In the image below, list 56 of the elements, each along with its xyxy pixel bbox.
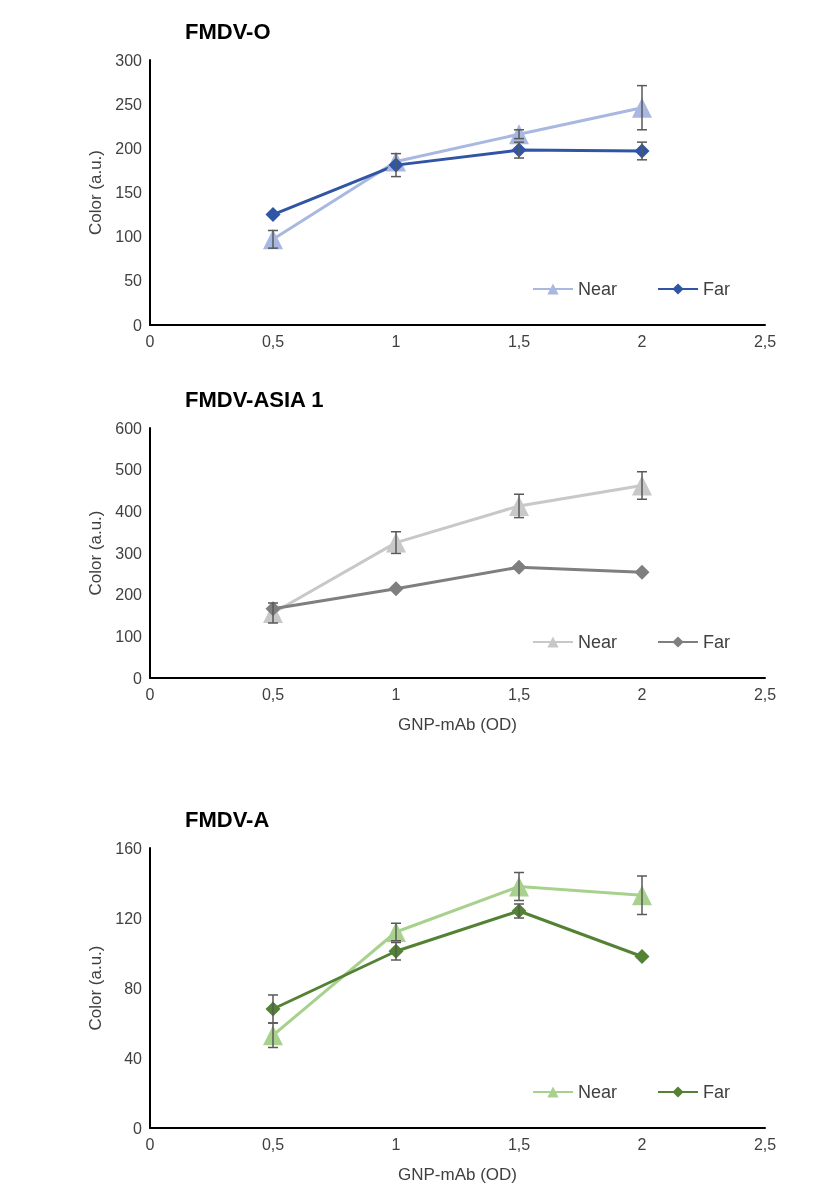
y-tick-label: 160 [115,839,143,857]
y-tick-label: 0 [133,1119,143,1137]
x-tick-label: 0 [145,685,155,703]
legend-label: Near [577,279,618,299]
y-tick-label: 0 [133,669,143,687]
x-tick-label: 1,5 [507,1135,531,1153]
x-axis-title: GNP-mAb (OD) [398,1165,517,1184]
y-tick-label: 120 [115,909,143,927]
y-tick-label: 300 [115,544,143,562]
y-tick-label: 100 [115,627,143,645]
y-axis-title: Color (a.u.) [86,149,106,236]
x-tick-label: 2,5 [753,685,777,703]
x-tick-label: 2,5 [753,332,777,350]
y-tick-label: 600 [115,419,143,437]
y-tick-label: 40 [124,1049,143,1067]
y-tick-label: 80 [124,979,143,997]
y-axis-title: Color (a.u.) [86,510,106,596]
x-tick-label: 1 [391,685,401,703]
point [634,564,650,580]
legend-label: Near [577,1082,618,1102]
x-tick-label: 2,5 [753,1135,777,1153]
y-tick-label: 0 [133,316,143,334]
x-tick-label: 1,5 [507,685,531,703]
x-tick-label: 2 [637,1135,647,1153]
point [634,949,650,964]
y-axis-title: Color (a.u.) [86,945,106,1031]
y-tick-label: 150 [115,184,143,201]
point [511,559,527,575]
y-tick-label: 200 [115,586,143,604]
x-tick-label: 0,5 [261,685,285,703]
y-tick-label: 100 [115,228,143,246]
y-tick-label: 50 [124,272,143,290]
point [265,207,281,223]
y-tick-label: 200 [115,139,143,157]
legend-label: Far [703,279,731,299]
x-tick-label: 0,5 [261,332,285,350]
x-tick-label: 1 [391,332,401,350]
x-tick-label: 2 [637,332,647,350]
x-tick-label: 1 [391,1135,401,1153]
y-tick-label: 250 [115,95,143,113]
point [388,581,404,597]
x-axis-title: GNP-mAb (OD) [398,715,517,734]
x-tick-label: 0,5 [261,1135,285,1153]
y-tick-label: 300 [115,51,143,69]
legend-label: Far [703,1082,731,1102]
y-tick-label: 500 [115,461,143,479]
legend-label: Near [577,632,618,652]
y-tick-label: 400 [115,502,143,520]
chart-title: FMDV-O [185,18,271,44]
legend-label: Far [703,632,731,652]
x-tick-label: 1,5 [507,332,531,350]
chart-title: FMDV-ASIA 1 [185,386,324,412]
x-tick-label: 0 [145,1135,155,1153]
x-tick-label: 0 [145,332,155,350]
x-tick-label: 2 [637,685,647,703]
chart-title: FMDV-A [185,806,270,832]
